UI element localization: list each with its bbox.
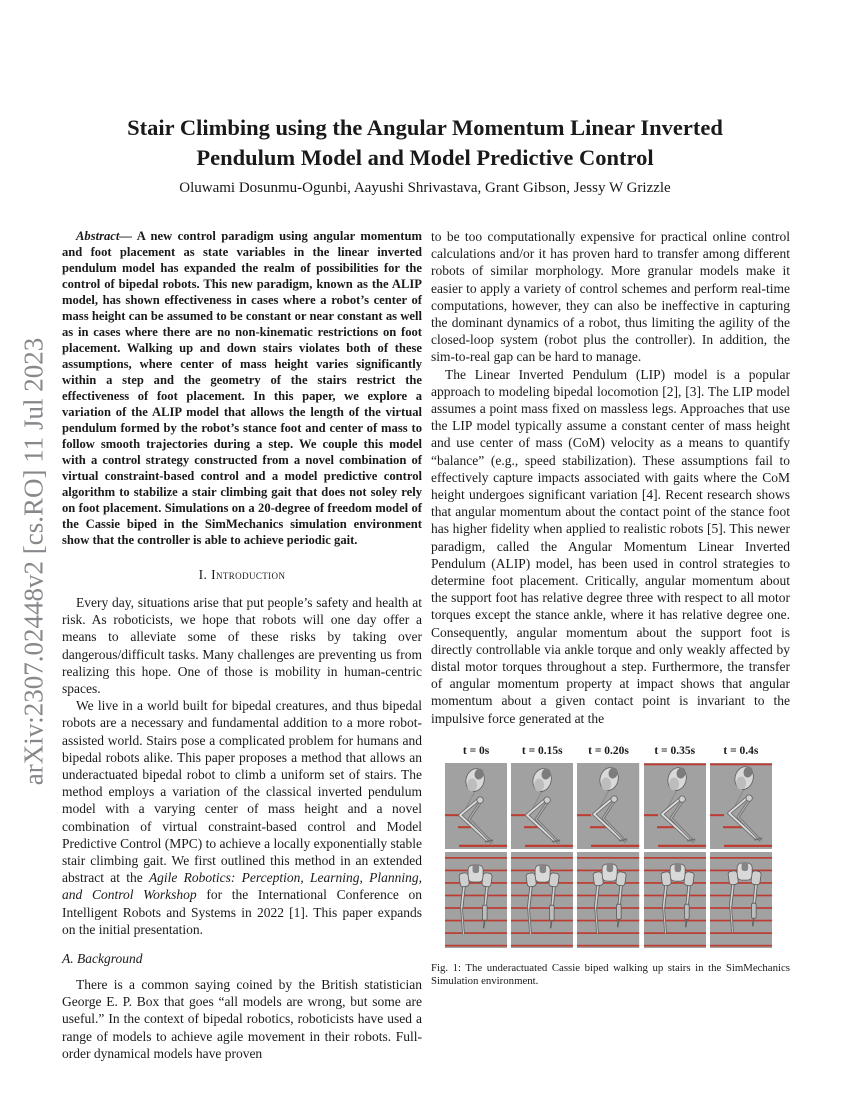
sim-frame-1: t = 0s (445, 744, 508, 949)
sim-front-view-image (709, 852, 772, 949)
sim-frame-4: t = 0.35s (643, 744, 706, 949)
sim-front-view-image (511, 852, 574, 949)
right-column: to be too computationally expensive for … (431, 228, 790, 988)
workshop-name-italic: Agile Robotics: Perception, Learning, Pl… (62, 870, 422, 903)
figure-frames: t = 0s t = 0.15s t = 0.20s t = 0.35s (445, 745, 772, 949)
sim-front-view-image (643, 852, 706, 949)
sim-side-view-image (511, 762, 574, 850)
intro-paragraph-1: Every day, situations arise that put peo… (62, 595, 422, 697)
paper-title: Stair Climbing using the Angular Momentu… (127, 115, 723, 171)
frame-time-label: t = 0.4s (723, 744, 759, 757)
frame-time-label: t = 0s (462, 744, 490, 757)
sim-front-view-image (445, 852, 508, 949)
column2-paragraph-2: The Linear Inverted Pendulum (LIP) model… (431, 366, 790, 726)
figure-1-caption: Fig. 1: The underactuated Cassie biped w… (431, 962, 790, 988)
abstract-label: Abstract— (76, 229, 132, 243)
arxiv-watermark: arXiv:2307.02448v2 [cs.RO] 11 Jul 2023 (18, 337, 49, 786)
sim-frame-2: t = 0.15s (511, 744, 574, 949)
sim-side-view-image (643, 762, 706, 850)
intro-paragraph-2-text: We live in a world built for bipedal cre… (62, 698, 422, 886)
sim-frame-3: t = 0.20s (577, 744, 640, 949)
paper-authors: Oluwami Dosunmu-Ogunbi, Aayushi Shrivast… (179, 180, 671, 196)
sim-front-view-image (577, 852, 640, 949)
figure-1: t = 0s t = 0.15s t = 0.20s t = 0.35s (431, 745, 790, 989)
frame-time-label: t = 0.15s (521, 744, 563, 757)
subsection-heading-background: A. Background (62, 951, 143, 967)
section-heading-introduction: I. Introduction (198, 567, 286, 582)
sim-side-view-image (445, 762, 508, 850)
background-paragraph-1: There is a common saying coined by the B… (62, 977, 422, 1061)
frame-time-label: t = 0.35s (654, 744, 696, 757)
abstract-paragraph: Abstract— A new control paradigm using a… (62, 228, 422, 548)
sim-side-view-image (709, 762, 772, 850)
abstract-text: A new control paradigm using angular mom… (62, 229, 422, 547)
intro-paragraph-2: We live in a world built for bipedal cre… (62, 697, 422, 938)
frame-time-label: t = 0.20s (588, 744, 629, 757)
intro-paragraph-2-text-end: for the International Conference on Inte… (62, 887, 422, 937)
sim-side-view-image (577, 762, 640, 850)
column2-paragraph-1: to be too computationally expensive for … (431, 229, 790, 365)
sim-frame-5: t = 0.4s (709, 744, 772, 949)
left-column: Abstract— A new control paradigm using a… (62, 228, 422, 1062)
